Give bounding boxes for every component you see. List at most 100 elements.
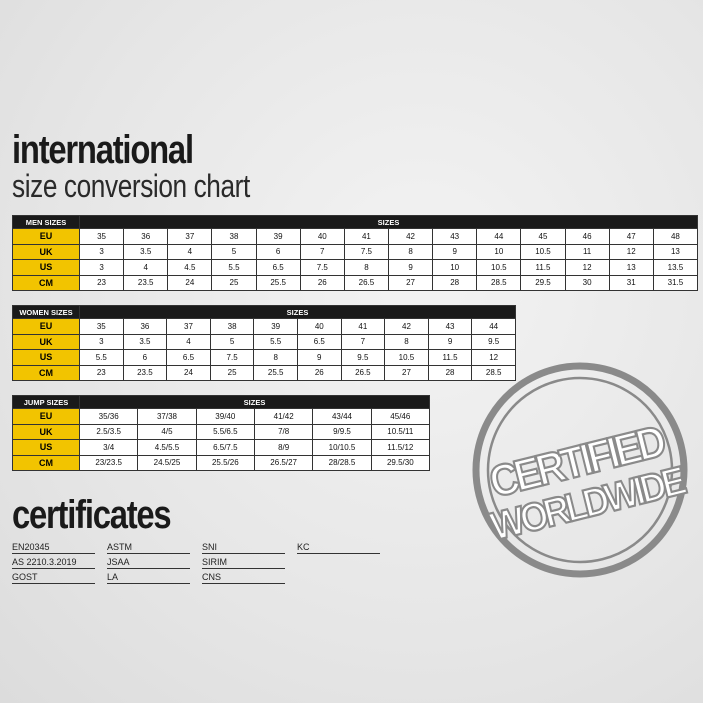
size-cell: 4/5 xyxy=(137,423,197,440)
size-cell: 7/8 xyxy=(253,423,314,440)
size-cell: 25 xyxy=(211,274,257,291)
size-cell: 11.5 xyxy=(520,259,566,276)
size-cell: 10 xyxy=(432,259,478,276)
size-cell: 41/42 xyxy=(253,408,314,425)
table-row: UK 2.5/3.5 4/5 5.5/6.5 7/8 9/9.5 10.5/11 xyxy=(12,423,431,440)
size-cell: 12 xyxy=(564,259,610,276)
size-cell: 38 xyxy=(209,318,255,335)
size-cell: 39 xyxy=(253,318,298,335)
table-row: EU 35/36 37/38 39/40 41/42 43/44 45/46 xyxy=(12,408,431,425)
size-cell: 23.5 xyxy=(123,274,169,291)
certificate-item: LA xyxy=(107,571,190,584)
size-cell: 26.5 xyxy=(343,274,389,291)
table-header-row: JUMP SIZES SIZES xyxy=(12,395,430,409)
row-label: CM xyxy=(12,454,80,471)
size-cell: 10/10.5 xyxy=(312,439,372,456)
size-cell: 5 xyxy=(209,333,255,350)
size-cell: 25.5/26 xyxy=(195,454,255,471)
size-cell: 9.5 xyxy=(340,349,386,366)
size-cell: 43 xyxy=(432,228,478,245)
row-label: US xyxy=(12,259,80,276)
page-subtitle: size conversion chart xyxy=(12,168,250,204)
table-category-header: WOMEN SIZES xyxy=(12,305,80,319)
size-cell: 10.5/11 xyxy=(370,423,431,440)
certificate-item: JSAA xyxy=(107,556,190,569)
size-cell: 36 xyxy=(123,228,169,245)
size-cell: 9/9.5 xyxy=(312,423,372,440)
women-sizes-table: WOMEN SIZES SIZES EU 35 36 37 38 39 40 41 42 43 44 UK… xyxy=(12,305,516,381)
certificate-item: KC xyxy=(297,541,380,554)
size-cell: 28.5 xyxy=(476,274,522,291)
row-label: EU xyxy=(12,408,80,425)
size-cell: 13 xyxy=(652,243,699,260)
size-cell: 41 xyxy=(340,318,386,335)
size-cell: 23.5 xyxy=(122,364,168,381)
row-label: UK xyxy=(12,333,80,350)
size-cell: 29.5/30 xyxy=(370,454,431,471)
size-cell: 6 xyxy=(255,243,301,260)
size-cell: 26.5/27 xyxy=(253,454,314,471)
table-row: CM 23/23.5 24.5/25 25.5/26 26.5/27 28/28.5 29.… xyxy=(12,454,431,471)
size-cell: 41 xyxy=(343,228,389,245)
size-cell: 46 xyxy=(564,228,610,245)
size-cell: 5.5 xyxy=(253,333,298,350)
size-cell: 40 xyxy=(299,228,345,245)
size-cell: 12 xyxy=(608,243,654,260)
table-sizes-header: SIZES xyxy=(79,215,698,229)
size-cell: 44 xyxy=(471,318,516,335)
size-cell: 43 xyxy=(427,318,473,335)
size-cell: 40 xyxy=(296,318,342,335)
size-cell: 12 xyxy=(471,349,516,366)
size-cell: 36 xyxy=(122,318,168,335)
size-cell: 23 xyxy=(79,364,124,381)
table-header-row: MEN SIZES SIZES xyxy=(12,215,698,229)
size-cell: 28.5 xyxy=(471,364,516,381)
table-header-row: WOMEN SIZES SIZES xyxy=(12,305,516,319)
size-cell: 7 xyxy=(299,243,345,260)
certified-worldwide-stamp: CERTIFIED WORLDWIDE xyxy=(472,362,692,578)
size-cell: 42 xyxy=(387,228,434,245)
size-cell: 23 xyxy=(78,274,125,291)
table-row: EU 35 36 37 38 39 40 41 42 43 44 45 46 47 48 xyxy=(12,228,699,245)
size-cell: 10 xyxy=(476,243,522,260)
size-cell: 2.5/3.5 xyxy=(78,423,139,440)
size-cell: 7.5 xyxy=(343,243,389,260)
size-cell: 3 xyxy=(78,259,125,276)
size-cell: 29.5 xyxy=(520,274,566,291)
size-cell: 30 xyxy=(564,274,610,291)
size-cell: 24 xyxy=(167,274,213,291)
size-cell: 48 xyxy=(652,228,699,245)
size-cell: 27 xyxy=(387,274,434,291)
size-cell: 4 xyxy=(167,243,213,260)
size-cell: 28/28.5 xyxy=(312,454,372,471)
size-cell: 45/46 xyxy=(370,408,431,425)
certificate-item: GOST xyxy=(12,571,95,584)
size-cell: 3.5 xyxy=(123,243,169,260)
men-sizes-table: MEN SIZES SIZES EU 35 36 37 38 39 40 41 42 43 44 45 46… xyxy=(12,215,699,291)
size-cell: 37 xyxy=(166,318,211,335)
size-cell: 11 xyxy=(564,243,610,260)
certificates-title: certificates xyxy=(12,493,172,537)
size-cell: 6.5 xyxy=(296,333,342,350)
row-label: US xyxy=(12,349,80,366)
size-cell: 47 xyxy=(608,228,654,245)
size-cell: 26 xyxy=(299,274,345,291)
size-cell: 37 xyxy=(167,228,213,245)
size-cell: 45 xyxy=(520,228,566,245)
row-label: US xyxy=(12,439,80,456)
size-cell: 4.5 xyxy=(167,259,213,276)
size-cell: 13 xyxy=(608,259,654,276)
size-cell: 37/38 xyxy=(137,408,197,425)
size-cell: 7 xyxy=(340,333,386,350)
size-cell: 35/36 xyxy=(78,408,139,425)
size-cell: 28 xyxy=(427,364,473,381)
size-cell: 35 xyxy=(78,228,125,245)
size-cell: 7.5 xyxy=(209,349,255,366)
certificate-item: SNI xyxy=(202,541,285,554)
size-cell: 42 xyxy=(384,318,429,335)
size-cell: 10.5 xyxy=(384,349,429,366)
size-cell: 9 xyxy=(432,243,478,260)
size-cell: 4 xyxy=(166,333,211,350)
size-cell: 10.5 xyxy=(476,259,522,276)
size-cell: 35 xyxy=(79,318,124,335)
